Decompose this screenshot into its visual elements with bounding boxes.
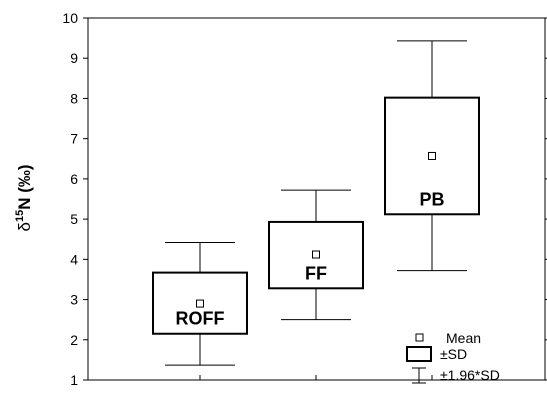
y-axis: 1 2 3 4 5 6 7 8 9 10	[62, 10, 88, 388]
legend: Mean ±SD ±1.96*SD	[406, 330, 500, 384]
group-label: FF	[305, 263, 327, 283]
legend-mean-marker	[415, 333, 424, 342]
x-axis	[199, 375, 433, 380]
box-group-roff: ROFF	[152, 241, 248, 366]
box-groups: ROFF FF PB	[152, 40, 480, 366]
y-tick-label: 10	[62, 10, 78, 26]
y-tick-label: 3	[70, 292, 78, 308]
legend-mean-label: Mean	[446, 330, 481, 346]
y-tick-label: 2	[70, 332, 78, 348]
legend-sd-label: ±SD	[440, 346, 467, 362]
group-label: PB	[419, 189, 444, 209]
box-group-ff: FF	[268, 189, 364, 321]
y-tick-label: 8	[70, 90, 78, 106]
legend-ci-marker	[412, 367, 426, 384]
legend-ci-label: ±1.96*SD	[440, 367, 500, 383]
y-tick-label: 6	[70, 171, 78, 187]
y-tick-label: 1	[70, 372, 78, 388]
group-label: ROFF	[176, 309, 225, 329]
y-tick-label: 5	[70, 211, 78, 227]
legend-sd-marker	[406, 346, 432, 362]
y-tick-label: 7	[70, 131, 78, 147]
y-tick-label: 4	[70, 251, 78, 267]
mean-marker	[428, 151, 436, 160]
y-axis-label: δ15N (‰)	[14, 164, 34, 231]
y-tick-label: 9	[70, 50, 78, 66]
mean-marker	[196, 299, 204, 308]
mean-marker	[312, 250, 320, 259]
box-group-pb: PB	[384, 40, 480, 272]
